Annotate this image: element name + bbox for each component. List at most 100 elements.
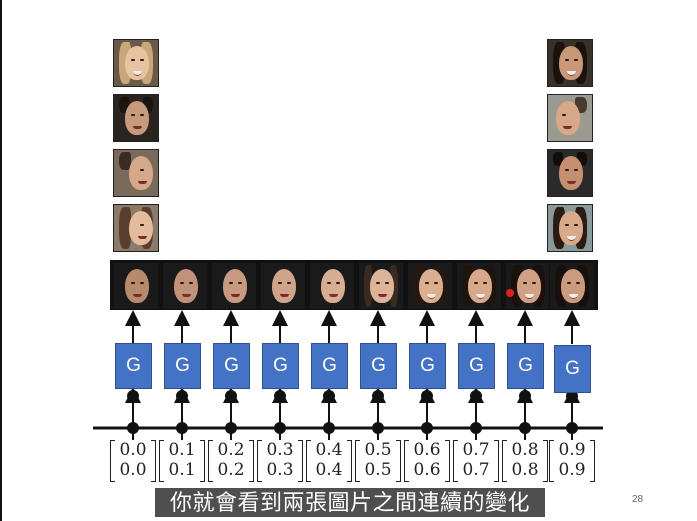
generator-box: G (409, 343, 446, 389)
vector-top-value: 0.8 (511, 440, 539, 460)
vector-bracket-right (396, 440, 401, 482)
node-dot (176, 390, 188, 402)
latent-vector: 0.6 0.6 (404, 440, 450, 482)
vector-bracket-left (502, 440, 507, 482)
generator-box: G (311, 343, 348, 389)
latent-vector: 0.4 0.4 (306, 440, 352, 482)
vector-bracket-right (200, 440, 205, 482)
vector-bracket-left (306, 440, 311, 482)
face-image (113, 262, 159, 310)
vector-bottom-value: 0.8 (511, 460, 539, 480)
latent-vector: 0.8 0.8 (502, 440, 548, 482)
vector-bracket-right (590, 440, 595, 482)
vector-bracket-right (543, 440, 548, 482)
face-image (407, 262, 453, 310)
vector-bottom-value: 0.9 (558, 460, 586, 480)
vector-top-value: 0.0 (119, 440, 147, 460)
vector-bracket-left (159, 440, 164, 482)
vector-bottom-value: 0.1 (168, 460, 196, 480)
vector-top-value: 0.1 (168, 440, 196, 460)
vector-values: 0.1 0.1 (159, 440, 205, 480)
vector-top-value: 0.6 (413, 440, 441, 460)
vector-bracket-left (453, 440, 458, 482)
face-image (162, 262, 208, 310)
page-number: 28 (632, 494, 644, 505)
face-image (113, 149, 159, 197)
vector-values: 0.7 0.7 (453, 440, 499, 480)
generator-box: G (458, 343, 495, 389)
latent-vector: 0.2 0.2 (208, 440, 254, 482)
vector-bottom-value: 0.6 (413, 460, 441, 480)
vector-bracket-right (298, 440, 303, 482)
vector-bottom-value: 0.5 (364, 460, 392, 480)
face-image (211, 262, 257, 310)
vector-values: 0.6 0.6 (404, 440, 450, 480)
vector-top-value: 0.2 (217, 440, 245, 460)
window-left-edge (0, 0, 2, 521)
vector-values: 0.0 0.0 (110, 440, 156, 480)
node-dot (470, 390, 482, 402)
face-image (358, 262, 404, 310)
face-image (113, 39, 159, 87)
face-image (456, 262, 502, 310)
vector-bracket-right (445, 440, 450, 482)
node-dot (519, 390, 531, 402)
vector-bracket-left (404, 440, 409, 482)
latent-vector: 0.5 0.5 (355, 440, 401, 482)
node-dot (421, 390, 433, 402)
latent-vector: 0.0 0.0 (110, 440, 156, 482)
face-image (113, 204, 159, 252)
latent-vector: 0.1 0.1 (159, 440, 205, 482)
node-dot (566, 390, 578, 402)
vector-bracket-right (494, 440, 499, 482)
vector-bracket-left (208, 440, 213, 482)
latent-vector: 0.9 0.9 (549, 440, 595, 482)
vector-top-value: 0.5 (364, 440, 392, 460)
vector-top-value: 0.7 (462, 440, 490, 460)
vector-top-value: 0.3 (266, 440, 294, 460)
face-image (309, 262, 355, 310)
subtitle-caption: 你就會看到兩張圖片之間連續的變化 (155, 488, 545, 517)
latent-vector: 0.3 0.3 (257, 440, 303, 482)
generator-box: G (360, 343, 397, 389)
generator-box: G (262, 343, 299, 389)
vector-bracket-right (151, 440, 156, 482)
node-dot (274, 390, 286, 402)
vector-bracket-left (110, 440, 115, 482)
face-image (547, 94, 593, 142)
generator-box: G (213, 343, 250, 389)
vector-bracket-right (347, 440, 352, 482)
face-image (547, 204, 593, 252)
vector-values: 0.9 0.9 (549, 440, 595, 480)
vector-top-value: 0.9 (558, 440, 586, 460)
generator-box: G (554, 345, 591, 393)
vector-top-value: 0.4 (315, 440, 343, 460)
generator-box: G (507, 343, 544, 389)
latent-vector: 0.7 0.7 (453, 440, 499, 482)
vector-bottom-value: 0.2 (217, 460, 245, 480)
vector-bottom-value: 0.0 (119, 460, 147, 480)
vector-bottom-value: 0.4 (315, 460, 343, 480)
vector-bracket-left (257, 440, 262, 482)
vector-values: 0.5 0.5 (355, 440, 401, 480)
vector-bottom-value: 0.7 (462, 460, 490, 480)
cursor-pointer-dot (506, 289, 514, 297)
generator-box: G (115, 343, 152, 389)
face-image (113, 94, 159, 142)
face-image (547, 149, 593, 197)
node-dot (372, 390, 384, 402)
face-image (547, 39, 593, 87)
vector-values: 0.2 0.2 (208, 440, 254, 480)
vector-bottom-value: 0.3 (266, 460, 294, 480)
node-dot (225, 390, 237, 402)
face-image (549, 262, 595, 310)
face-image (260, 262, 306, 310)
node-dot (127, 390, 139, 402)
vector-bracket-left (355, 440, 360, 482)
generator-box: G (164, 343, 201, 389)
vector-bracket-left (549, 440, 554, 482)
vector-values: 0.8 0.8 (502, 440, 548, 480)
node-dot (323, 390, 335, 402)
